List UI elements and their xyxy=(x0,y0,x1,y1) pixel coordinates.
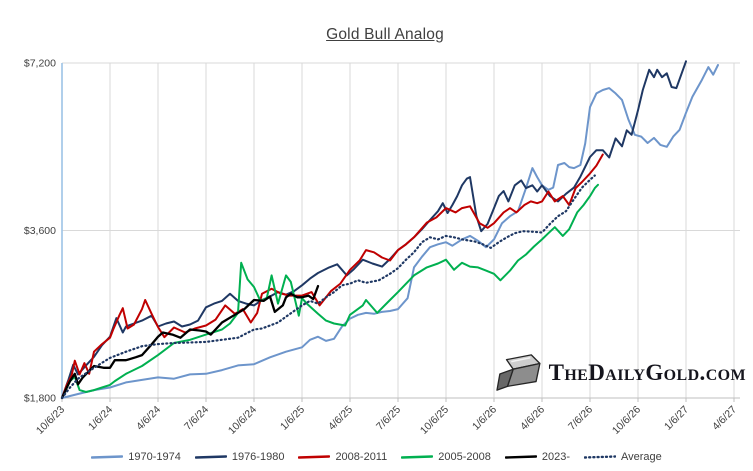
legend-item-average: Average xyxy=(583,451,662,463)
x-axis-label: 10/6/24 xyxy=(226,404,259,437)
series-2005-2008 xyxy=(61,183,599,399)
x-axis-label: 4/6/25 xyxy=(326,404,355,433)
legend-label: 1970-1974 xyxy=(128,451,181,463)
legend-label: 2008-2011 xyxy=(335,451,388,463)
chart-legend: 1970-1974 1976-1980 2008-2011 2005-2008 2023… xyxy=(0,447,753,467)
site-logo-text: TheDailyGold.com xyxy=(548,360,746,385)
x-axis-label: 10/6/25 xyxy=(418,404,451,437)
x-axis-label: 1/6/27 xyxy=(662,404,691,433)
legend-label: Average xyxy=(620,451,662,463)
x-axis-label: 1/6/26 xyxy=(470,404,499,433)
series-2023- xyxy=(60,284,320,400)
legend-line-sample xyxy=(583,455,616,459)
series-2008-2011 xyxy=(61,153,604,399)
x-axis-label: 10/6/23 xyxy=(34,404,67,437)
x-axis-label: 1/6/25 xyxy=(278,404,307,433)
legend-label: 2023- xyxy=(541,451,570,463)
y-axis-label: $7,200 xyxy=(24,58,56,70)
legend-line-sample xyxy=(91,455,124,459)
x-axis-label: 4/6/26 xyxy=(518,404,547,433)
x-axis-label: 7/6/25 xyxy=(374,404,403,433)
legend-item-2008-2011: 2008-2011 xyxy=(298,451,387,463)
y-axis-label: $1,800 xyxy=(24,393,56,405)
legend-line-sample xyxy=(298,455,331,459)
legend-line-sample xyxy=(504,455,537,459)
legend-label: 1976-1980 xyxy=(231,451,285,463)
legend-item-2023-: 2023- xyxy=(504,451,570,463)
x-axis-label: 7/6/24 xyxy=(182,404,211,433)
y-axis-label: $3,600 xyxy=(24,225,56,237)
chart-svg: $1,800 $3,600 $7,200 10/6/23 1/6/24 4/6/24 7/6… xyxy=(24,58,740,437)
legend-label: 2005-2008 xyxy=(438,451,491,463)
x-axis-label: 1/6/24 xyxy=(86,404,115,433)
series-average xyxy=(60,174,596,400)
site-logo: TheDailyGold.com xyxy=(492,353,746,393)
x-axis-label: 4/6/24 xyxy=(134,404,163,433)
chart-title: Gold Bull Analog xyxy=(326,26,444,43)
legend-item-1976-1980: 1976-1980 xyxy=(194,451,285,463)
gold-bar-icon xyxy=(495,354,541,391)
legend-line-sample xyxy=(401,455,434,459)
x-axis-label: 4/6/27 xyxy=(710,404,739,433)
series-1976-1980 xyxy=(61,60,687,399)
x-axis-label: 10/6/26 xyxy=(610,404,643,437)
x-axis-label: 7/6/26 xyxy=(566,404,595,433)
legend-line-sample xyxy=(194,455,227,459)
legend-item-1970-1974: 1970-1974 xyxy=(91,451,181,463)
series-1970-1974 xyxy=(61,64,719,399)
legend-item-2005-2008: 2005-2008 xyxy=(401,451,491,463)
